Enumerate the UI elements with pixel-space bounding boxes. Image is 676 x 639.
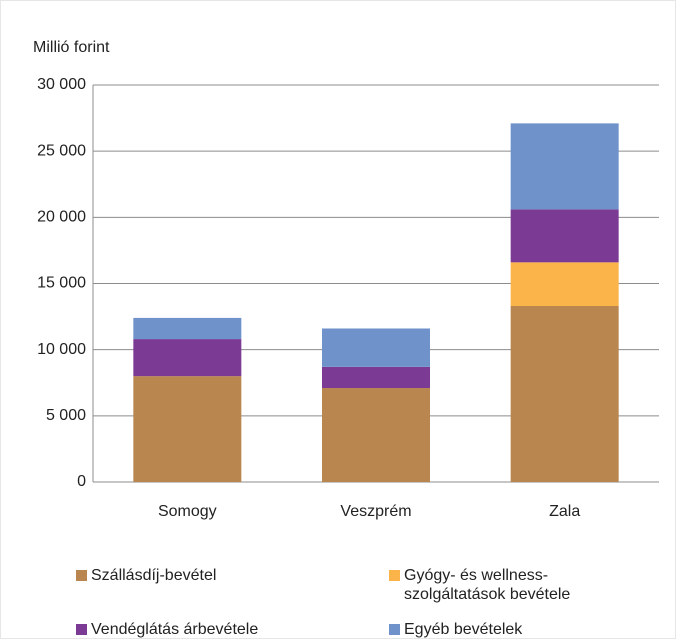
bar-segment (322, 388, 430, 482)
bar-segment (133, 339, 242, 377)
legend-swatch (76, 624, 87, 635)
y-tick-label: 0 (77, 473, 86, 490)
bar-segment (322, 366, 430, 389)
x-tick-label: Zala (549, 503, 580, 520)
legend-label: Egyéb bevételek (404, 621, 523, 638)
chart: Millió forint 0 5 000 10 000 15 000 20 000 25… (33, 39, 659, 520)
bar-segment (322, 328, 430, 367)
bar-segment (510, 123, 619, 210)
x-tick-label: Veszprém (340, 503, 411, 520)
x-tick-label: Somogy (158, 503, 217, 520)
y-tick-label: 25 000 (37, 142, 86, 159)
legend-label: Gyógy- és wellness-szolgáltatások bevéte… (404, 567, 571, 603)
legend-label: Szállásdíj-bevétel (91, 567, 217, 584)
bar-segment (510, 305, 619, 482)
bar-segment (510, 209, 619, 263)
legend-item: Gyógy- és wellness-szolgáltatások bevéte… (389, 566, 604, 604)
y-tick-label: 30 000 (37, 76, 86, 93)
y-tick-label: 5 000 (46, 407, 86, 424)
legend-swatch (76, 570, 87, 581)
legend-item: Egyéb bevételek (389, 620, 614, 638)
bar-segment (510, 262, 619, 306)
legend-item: Szállásdíj-bevétel (76, 566, 301, 585)
legend-label: Vendéglátás árbevétele (91, 621, 259, 638)
legend-swatch (389, 570, 400, 581)
y-tick-label: 10 000 (37, 341, 86, 358)
y-axis-title: Millió forint (33, 39, 110, 56)
legend-item: Vendéglátás árbevétele (76, 620, 301, 638)
y-tick-label: 20 000 (37, 209, 86, 226)
bar-segment (133, 376, 242, 482)
bar-segment (133, 317, 242, 340)
y-tick-label: 15 000 (37, 275, 86, 292)
legend-swatch (389, 624, 400, 635)
